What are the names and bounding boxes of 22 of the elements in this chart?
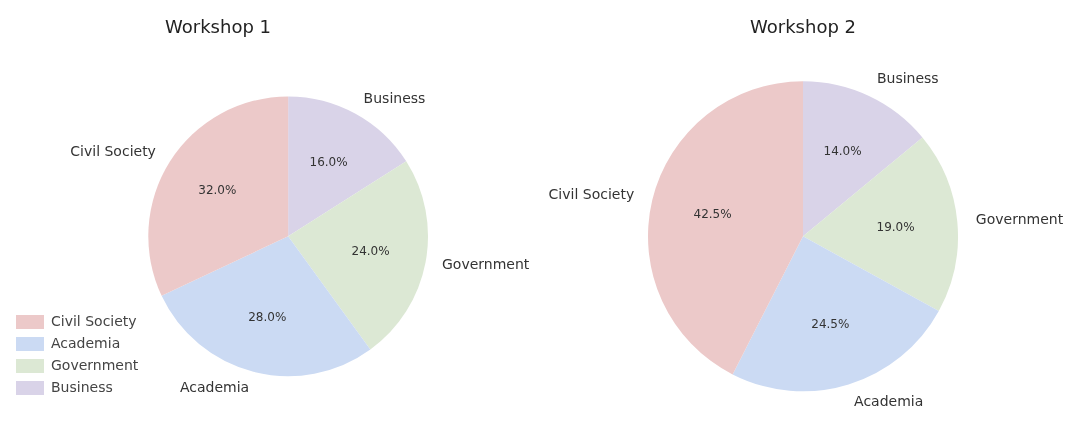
data-label: 42.5% <box>693 206 732 221</box>
data-label: 24.5% <box>811 317 850 332</box>
chart-title: Workshop 2 <box>750 16 856 38</box>
legend-label: Academia <box>51 334 121 351</box>
slice-label: Business <box>363 89 426 106</box>
data-label: 14.0% <box>823 144 862 159</box>
slice-label: Government <box>442 256 530 273</box>
legend-label: Business <box>51 378 113 395</box>
slice-label: Government <box>975 210 1064 227</box>
data-label: 32.0% <box>198 183 237 198</box>
slice-label: Business <box>876 69 939 86</box>
data-label: 16.0% <box>309 154 348 169</box>
slice-label: Civil Society <box>70 143 156 160</box>
slice-label: Academia <box>854 392 924 409</box>
chart-title: Workshop 1 <box>165 16 271 38</box>
legend-label: Civil Society <box>51 312 137 329</box>
slice-label: Civil Society <box>548 186 635 203</box>
data-label: 28.0% <box>248 309 287 324</box>
slice-label: Academia <box>179 378 250 395</box>
data-label: 24.0% <box>351 244 390 259</box>
data-label: 19.0% <box>876 219 915 234</box>
legend-label: Government <box>51 356 139 373</box>
